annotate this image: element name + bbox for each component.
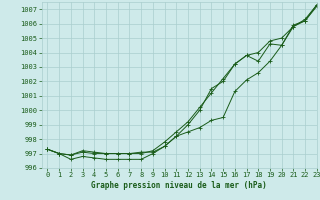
X-axis label: Graphe pression niveau de la mer (hPa): Graphe pression niveau de la mer (hPa)	[91, 181, 267, 190]
